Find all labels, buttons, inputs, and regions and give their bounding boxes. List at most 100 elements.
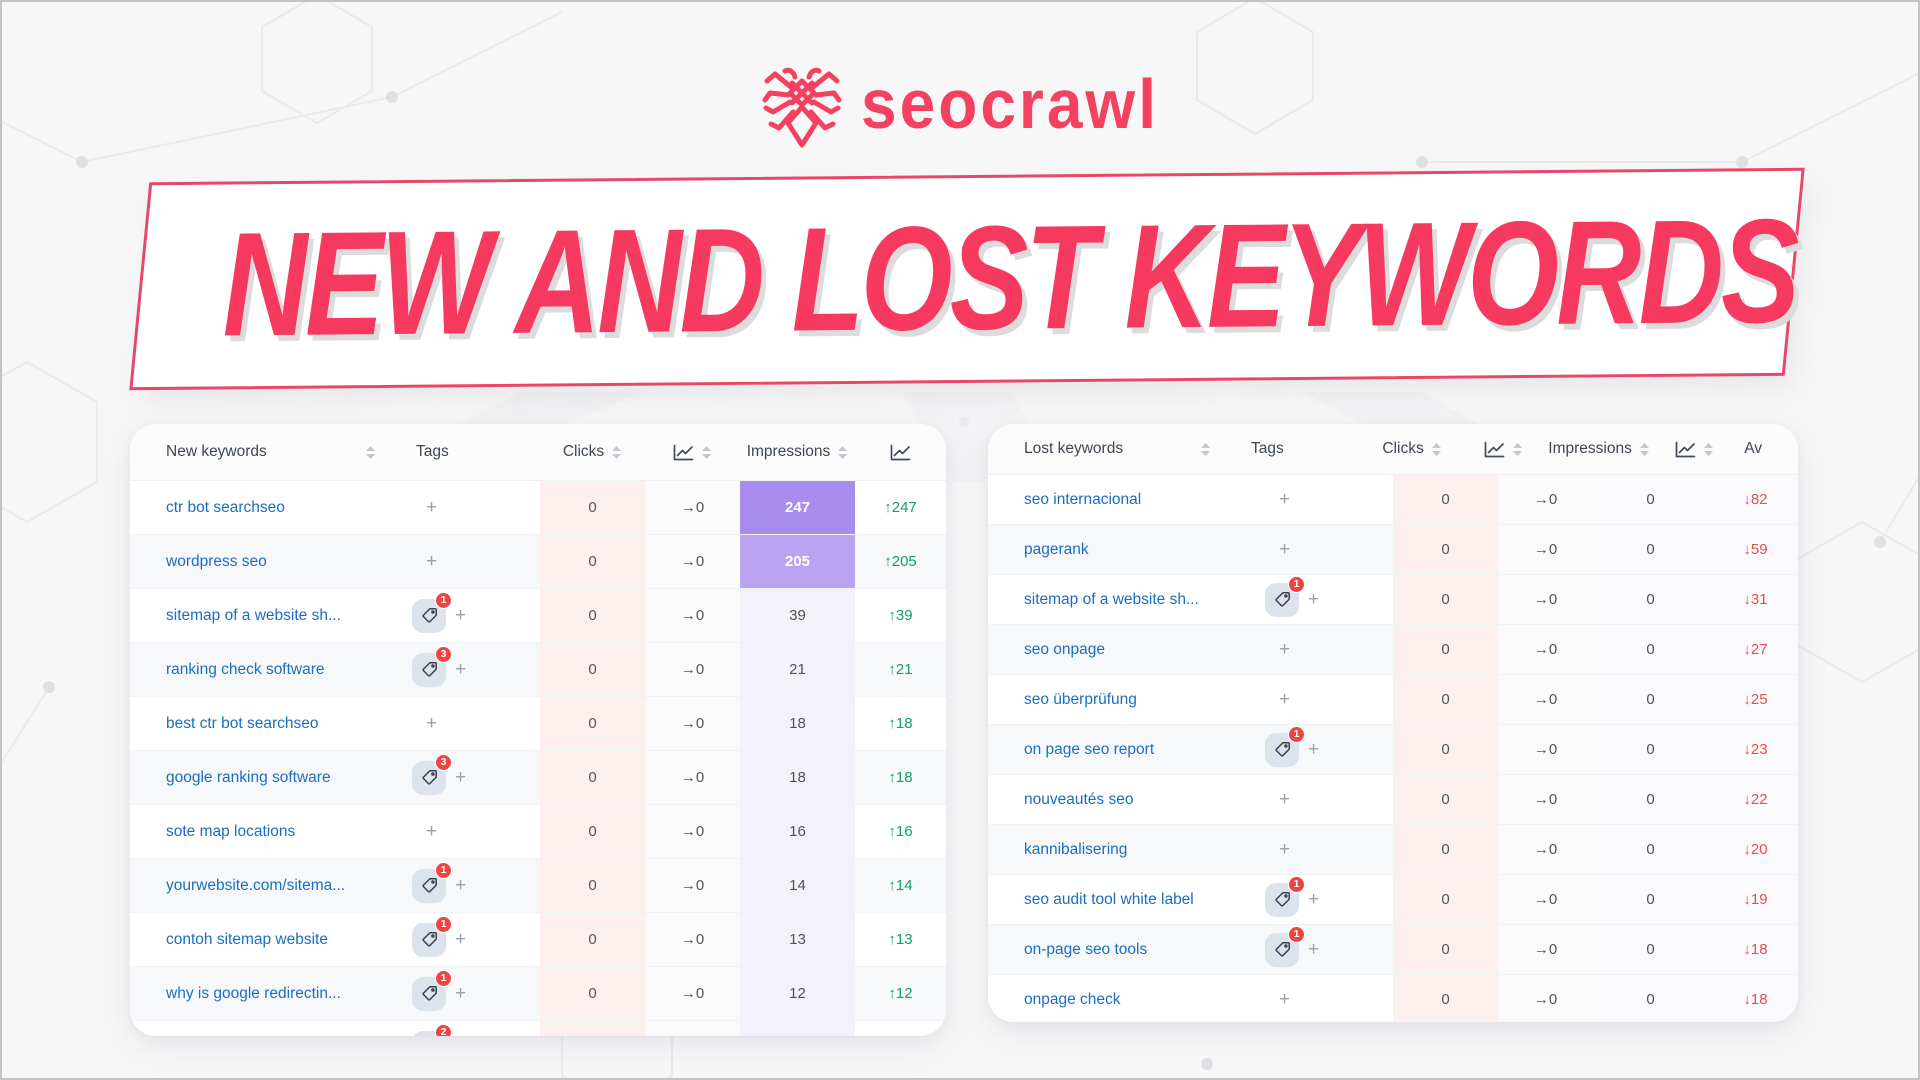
clicks-value: 0 [1393,575,1498,624]
sort-icon[interactable] [611,445,622,460]
add-tag-button[interactable]: + [426,821,438,842]
tag-pill[interactable]: 1 [412,591,452,633]
keyword-cell: wordpress seo [130,535,390,588]
column-header-impressions-trend[interactable] [1652,441,1739,458]
keyword-link[interactable]: seo audit tool white label [1024,890,1194,908]
impressions-change-value: ↑18 [888,715,913,732]
change-cell: ↓25 [1708,675,1798,724]
add-tag-button[interactable]: + [1308,939,1320,960]
column-header-clicks-trend[interactable] [645,444,740,461]
tags-cell: + [1243,775,1393,824]
table-row: onpage check + 0 →0 0 ↓18 [988,975,1798,1022]
add-tag-button[interactable]: + [426,497,438,518]
add-tag-button[interactable]: + [455,767,467,788]
add-tag-button[interactable]: + [455,875,467,896]
sort-icon[interactable] [365,445,376,460]
keyword-link[interactable]: seo onpage [1024,640,1106,658]
add-tag-button[interactable]: + [1279,989,1291,1010]
sort-icon[interactable] [837,445,848,460]
sort-icon[interactable] [1703,442,1714,457]
add-tag-button[interactable]: + [1279,639,1291,660]
impressions-change-value: ↓18 [1743,941,1768,958]
add-tag-button[interactable]: + [455,983,467,1004]
impressions-value: 39 [740,589,855,642]
tags-cell: 1 + [1243,575,1393,624]
clicks-trend-value: →0 [1498,975,1593,1022]
tag-pill[interactable]: 2 [412,1023,452,1036]
column-header-impressions-trend[interactable] [855,444,946,461]
add-tag-button[interactable]: + [1279,539,1291,560]
column-header-tags: Tags [416,443,449,460]
add-tag-button[interactable]: + [455,659,467,680]
add-tag-button[interactable]: + [455,929,467,950]
column-header-av[interactable]: Av [1744,440,1762,457]
clicks-value: 0 [540,643,645,696]
tag-pill[interactable]: 3 [412,645,452,687]
sort-icon[interactable] [1639,442,1650,457]
keyword-link[interactable]: contoh sitemap website [166,930,328,948]
add-tag-button[interactable]: + [1308,589,1320,610]
sort-icon[interactable] [701,445,712,460]
keyword-link[interactable]: best ctr bot searchseo [166,714,319,732]
keyword-link[interactable]: pagerank [1024,540,1089,558]
add-tag-button[interactable]: + [1279,489,1291,510]
tag-pill[interactable]: 3 [412,753,452,795]
tag-pill[interactable]: 1 [1265,925,1305,967]
clicks-trend-value: →0 [1498,575,1593,624]
column-header-impressions[interactable]: Impressions [1547,440,1652,458]
keyword-link[interactable]: why is google redirectin... [166,984,341,1002]
column-header-impressions[interactable]: Impressions [740,443,855,461]
table-row: on-page seo tools 1 + 0 →0 0 ↓18 [988,925,1798,975]
tag-pill[interactable]: 1 [412,861,452,903]
change-cell: ↑21 [855,643,946,696]
sort-icon[interactable] [1512,442,1523,457]
add-tag-button[interactable]: + [426,551,438,572]
table-row: yourwebsite.com/sitema... 1 + 0 →0 14 ↑1… [130,859,946,913]
column-header-clicks-trend[interactable] [1460,441,1547,458]
column-header-new-keywords[interactable]: New keywords [130,443,390,461]
keyword-cell: seo internacional [988,475,1243,524]
add-tag-button[interactable]: + [426,713,438,734]
add-tag-button[interactable]: + [1308,739,1320,760]
add-tag-button[interactable]: + [455,605,467,626]
column-header-tags: Tags [1251,440,1284,457]
tag-pill[interactable]: 1 [412,969,452,1011]
column-header-clicks[interactable]: Clicks [1364,440,1460,458]
add-tag-button[interactable]: + [1279,789,1291,810]
keyword-link[interactable]: onpage check [1024,990,1121,1008]
spider-icon [762,67,842,148]
keyword-link[interactable]: yourwebsite.com/sitema... [166,876,346,894]
add-tag-button[interactable]: + [1279,689,1291,710]
keyword-link[interactable]: seo überprüfung [1024,690,1137,708]
keyword-link[interactable]: ranking check software [166,660,325,678]
keyword-link[interactable]: nouveautés seo [1024,790,1134,808]
table-row: seo tracking tools 2 + 0 →0 12 ↑12 [130,1021,946,1036]
keyword-link[interactable]: kannibalisering [1024,840,1128,858]
tag-pill[interactable]: 1 [1265,725,1305,767]
impressions-value: 205 [740,535,855,588]
add-tag-button[interactable]: + [1279,839,1291,860]
keyword-link[interactable]: seo internacional [1024,490,1142,508]
sort-icon[interactable] [1200,442,1211,457]
column-header-lost-keywords[interactable]: Lost keywords [988,440,1225,458]
tag-pill[interactable]: 1 [1265,575,1305,617]
clicks-trend-value: →0 [645,589,740,642]
keyword-link[interactable]: on-page seo tools [1024,940,1148,958]
add-tag-button[interactable]: + [1308,889,1320,910]
tag-pill[interactable]: 1 [412,915,452,957]
keyword-link[interactable]: wordpress seo [166,552,267,570]
change-cell: ↑18 [855,751,946,804]
keyword-link[interactable]: google ranking software [166,768,331,786]
keyword-link[interactable]: ctr bot searchseo [166,498,285,516]
keyword-link[interactable]: sitemap of a website sh... [166,606,341,624]
impressions-value: 18 [740,697,855,750]
impressions-change-value: ↓22 [1743,791,1768,808]
keyword-link[interactable]: on page seo report [1024,740,1155,758]
keyword-link[interactable]: sitemap of a website sh... [1024,590,1199,608]
impressions-value: 247 [740,481,855,534]
tag-pill[interactable]: 1 [1265,875,1305,917]
change-cell: ↓82 [1708,475,1798,524]
keyword-link[interactable]: sote map locations [166,822,296,840]
sort-icon[interactable] [1431,442,1442,457]
column-header-clicks[interactable]: Clicks [540,443,645,461]
